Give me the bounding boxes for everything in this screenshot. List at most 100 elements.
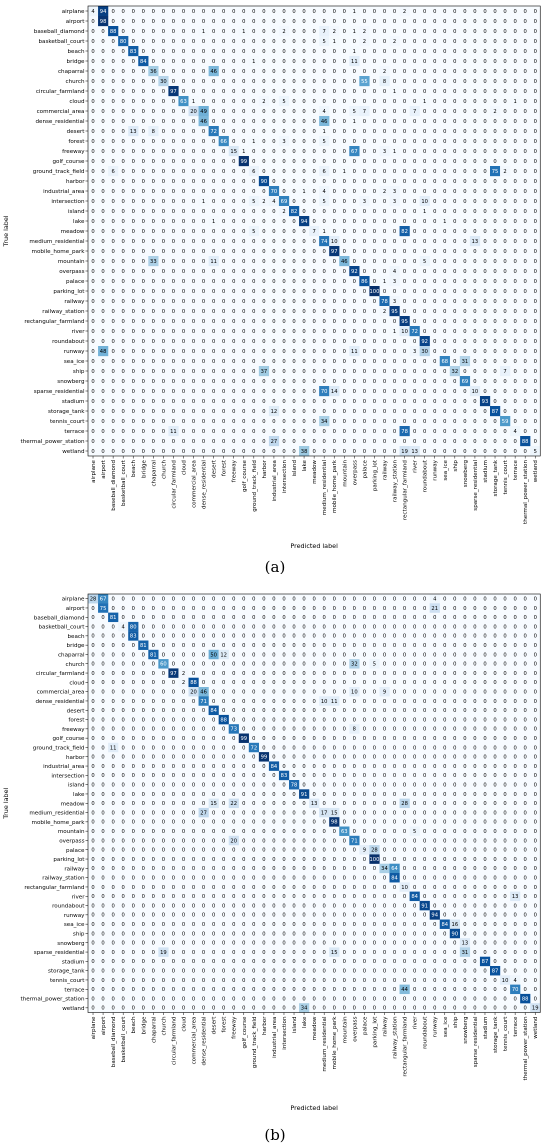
matrix-cell	[369, 845, 380, 855]
cell-value: 0	[162, 894, 165, 900]
cell-value: 71	[351, 838, 358, 844]
cell-value: 0	[493, 139, 496, 145]
cell-value: 0	[91, 49, 94, 55]
cell-value: 0	[323, 606, 326, 612]
cell-value: 0	[262, 717, 265, 723]
cell-value: 0	[212, 319, 215, 325]
cell-value: 0	[312, 249, 315, 255]
cell-value: 0	[413, 801, 416, 807]
cell-value: 0	[242, 239, 245, 245]
cell-value: 0	[503, 755, 506, 761]
cell-value: 0	[282, 349, 285, 355]
cell-value: 0	[152, 199, 155, 205]
cell-value: 0	[292, 838, 295, 844]
cell-value: 0	[132, 329, 135, 335]
cell-value: 0	[152, 179, 155, 185]
cell-value: 0	[373, 606, 376, 612]
cell-value: 0	[333, 19, 336, 25]
cell-value: 0	[353, 782, 356, 788]
cell-value: 0	[393, 409, 396, 415]
cell-value: 0	[292, 399, 295, 405]
cell-value: 0	[242, 169, 245, 175]
cell-value: 0	[162, 875, 165, 881]
cell-value: 0	[433, 69, 436, 75]
matrix-cell	[369, 286, 380, 297]
y-tick-label: palace	[66, 848, 85, 854]
cell-value: 0	[232, 119, 235, 125]
cell-value: 0	[192, 950, 195, 956]
cell-value: 0	[383, 662, 386, 668]
cell-value: 0	[453, 149, 456, 155]
cell-value: 0	[242, 309, 245, 315]
cell-value: 0	[443, 699, 446, 705]
cell-value: 0	[433, 662, 436, 668]
cell-value: 0	[363, 169, 366, 175]
cell-value: 0	[182, 848, 185, 854]
cell-value: 32	[351, 662, 358, 668]
cell-value: 46	[321, 119, 328, 125]
cell-value: 0	[443, 950, 446, 956]
cell-value: 0	[222, 9, 225, 15]
cell-value: 0	[443, 279, 446, 285]
cell-value: 0	[122, 968, 125, 974]
cell-value: 0	[182, 239, 185, 245]
cell-value: 0	[534, 409, 537, 415]
cell-value: 0	[403, 792, 406, 798]
cell-value: 0	[513, 801, 516, 807]
cell-value: 0	[483, 885, 486, 891]
cell-value: 0	[393, 671, 396, 677]
cell-value: 0	[513, 309, 516, 315]
cell-value: 0	[333, 319, 336, 325]
cell-value: 0	[363, 329, 366, 335]
cell-value: 0	[473, 875, 476, 881]
cell-value: 0	[101, 279, 104, 285]
cell-value: 0	[252, 857, 255, 863]
cell-value: 0	[323, 941, 326, 947]
cell-value: 0	[91, 978, 94, 984]
cell-value: 0	[393, 792, 396, 798]
cell-value: 0	[483, 199, 486, 205]
matrix-cell	[520, 436, 531, 447]
cell-value: 0	[172, 820, 175, 826]
cell-value: 0	[493, 159, 496, 165]
cell-value: 0	[272, 159, 275, 165]
cell-value: 0	[473, 745, 476, 751]
cell-value: 0	[373, 349, 376, 355]
cell-value: 0	[101, 1006, 104, 1012]
cell-value: 0	[101, 615, 104, 621]
cell-value: 0	[142, 149, 145, 155]
matrix-cell	[389, 863, 400, 874]
cell-value: 0	[343, 319, 346, 325]
cell-value: 0	[302, 596, 305, 602]
cell-value: 0	[333, 79, 336, 85]
cell-value: 0	[152, 810, 155, 816]
cell-value: 0	[101, 922, 104, 928]
cell-value: 0	[292, 959, 295, 965]
cell-value: 0	[282, 643, 285, 649]
cell-value: 0	[111, 968, 114, 974]
cell-value: 0	[262, 399, 265, 405]
cell-value: 0	[192, 996, 195, 1002]
matrix-cell	[349, 346, 360, 357]
cell-value: 0	[232, 19, 235, 25]
cell-value: 0	[162, 259, 165, 265]
cell-value: 0	[413, 1006, 416, 1012]
cell-value: 0	[242, 875, 245, 881]
cell-value: 0	[101, 755, 104, 761]
cell-value: 0	[111, 671, 114, 677]
matrix-cell	[268, 406, 280, 417]
cell-value: 0	[101, 773, 104, 779]
cell-value: 0	[393, 894, 396, 900]
cell-value: 0	[132, 69, 135, 75]
cell-value: 0	[192, 903, 195, 909]
cell-value: 0	[393, 1006, 396, 1012]
cell-value: 0	[534, 59, 537, 65]
cell-value: 0	[473, 848, 476, 854]
cell-value: 0	[443, 259, 446, 265]
cell-value: 0	[433, 429, 436, 435]
cell-value: 0	[242, 119, 245, 125]
cell-value: 0	[292, 389, 295, 395]
cell-value: 0	[383, 727, 386, 733]
cell-value: 0	[222, 349, 225, 355]
cell-value: 0	[373, 169, 376, 175]
